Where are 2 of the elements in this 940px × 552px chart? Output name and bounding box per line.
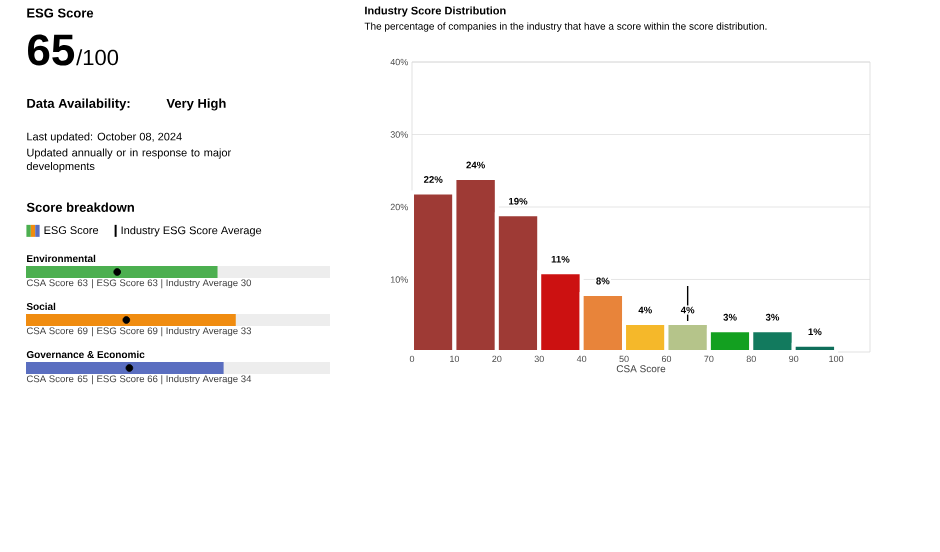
text: 65 — [28, 34, 75, 66]
text: /100 — [76, 49, 119, 66]
